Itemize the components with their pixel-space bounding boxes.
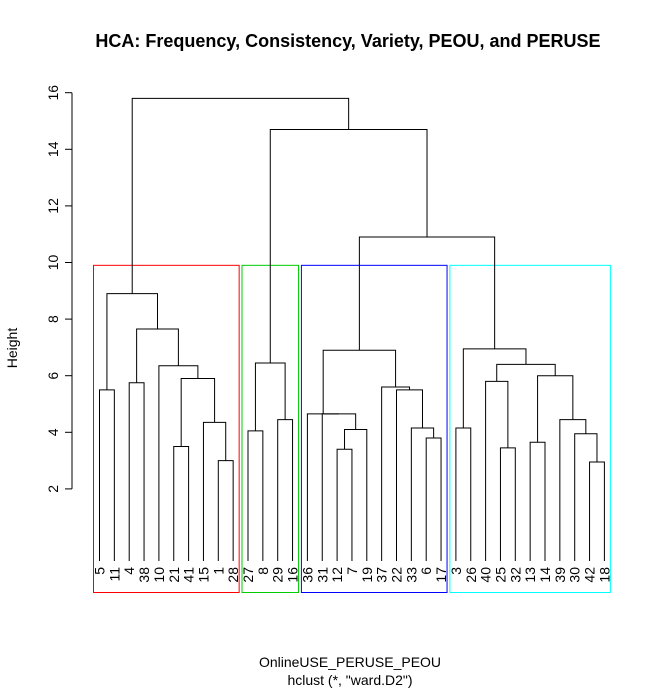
y-tick-label: 2	[45, 485, 61, 493]
leaf-label: 12	[329, 567, 345, 583]
dendrogram-branch	[485, 380, 509, 561]
leaf-label: 11	[106, 567, 122, 582]
dendrogram-branch	[358, 236, 496, 351]
dendrogram-branch	[306, 413, 339, 561]
dendrogram-branch	[322, 349, 397, 414]
dendrogram-branch	[247, 430, 264, 561]
leaf-label: 26	[463, 567, 479, 583]
leaf-label: 3	[448, 567, 464, 575]
leaf-label: 1	[210, 567, 226, 575]
leaf-label: 17	[433, 567, 449, 583]
leaf-label: 29	[270, 567, 286, 583]
dendrogram-branch	[529, 441, 546, 561]
leaf-label: 31	[314, 567, 330, 583]
dendrogram-branch	[574, 433, 598, 561]
leaf-label: 25	[492, 567, 508, 583]
cluster-rect	[449, 264, 611, 593]
leaf-label: 21	[166, 567, 182, 583]
leaf-label: 16	[285, 567, 301, 583]
y-tick-label: 8	[45, 315, 61, 323]
y-axis-label: Height	[4, 328, 20, 369]
leaf-label: 13	[522, 567, 538, 583]
dendrogram-branch	[180, 378, 216, 447]
dendrogram-branch	[537, 375, 574, 443]
dendrogram-branch	[202, 421, 227, 561]
y-tick-label: 12	[45, 198, 61, 214]
y-tick-label: 16	[45, 85, 61, 101]
x-axis-label: OnlineUSE_PERUSE_PEOU	[259, 654, 441, 670]
dendrogram-branches	[99, 97, 605, 561]
cluster-rect	[300, 264, 448, 593]
dendrogram-branch	[455, 427, 472, 561]
leaf-label: 28	[225, 567, 241, 583]
cluster-rect	[93, 264, 240, 593]
leaf-label: 38	[136, 567, 152, 583]
leaf-label: 36	[299, 567, 315, 583]
dendrogram-branch	[106, 293, 159, 390]
leaf-label: 7	[344, 567, 360, 575]
dendrogram-branch	[496, 363, 556, 382]
leaf-label: 37	[374, 567, 390, 583]
dendrogram-branch	[499, 447, 516, 561]
dendrogram-branch	[559, 419, 587, 561]
y-axis: 2 4 6 8 10 12 14 16	[45, 85, 73, 493]
leaf-label: 10	[151, 567, 167, 583]
dendrogram-branch	[269, 128, 428, 363]
dendrogram-branch	[396, 389, 423, 561]
leaf-label: 33	[403, 567, 419, 583]
leaf-label: 18	[596, 567, 612, 583]
dendrogram-branch	[131, 97, 350, 294]
leaf-label: 32	[507, 567, 523, 583]
dendrogram-branch	[321, 413, 357, 561]
leaf-label: 40	[478, 567, 494, 583]
dendrogram-branch	[462, 348, 527, 429]
leaf-label: 27	[240, 567, 256, 583]
leaf-label: 30	[567, 567, 583, 583]
dendrogram-branch	[158, 365, 199, 561]
y-tick-label: 4	[45, 428, 61, 436]
dendrogram-branch	[381, 386, 410, 561]
dendrogram-branch	[589, 461, 605, 561]
leaf-label: 15	[195, 567, 211, 583]
dendrogram-branch	[128, 382, 145, 561]
leaf-label: 22	[389, 567, 405, 583]
leaf-label: 14	[537, 567, 553, 583]
dendrogram-branch	[425, 437, 442, 561]
dendrogram-branch	[336, 448, 353, 561]
dendrogram-branch	[99, 389, 115, 561]
leaf-label: 6	[418, 567, 434, 575]
leaf-label: 4	[121, 567, 137, 575]
leaf-label: 19	[359, 567, 375, 583]
dendrogram-branch	[410, 427, 435, 561]
leaf-labels: 5114381021411512827829163631127193722336…	[92, 567, 613, 583]
dendrogram-branch	[277, 419, 294, 561]
leaf-label: 8	[255, 567, 271, 575]
y-tick-label: 10	[45, 255, 61, 271]
leaf-label: 41	[181, 567, 197, 583]
dendrogram-branch	[173, 445, 190, 561]
y-tick-label: 14	[45, 141, 61, 157]
y-tick-label: 6	[45, 372, 61, 380]
leaf-label: 39	[552, 567, 568, 583]
dendrogram-branch	[254, 362, 286, 431]
leaf-label: 5	[92, 567, 108, 575]
chart-title: HCA: Frequency, Consistency, Variety, PE…	[95, 31, 600, 51]
leaf-label: 42	[582, 567, 598, 583]
chart-subtitle: hclust (*, "ward.D2")	[287, 672, 412, 688]
dendrogram-branch	[136, 328, 179, 383]
dendrogram-branch	[217, 460, 234, 561]
